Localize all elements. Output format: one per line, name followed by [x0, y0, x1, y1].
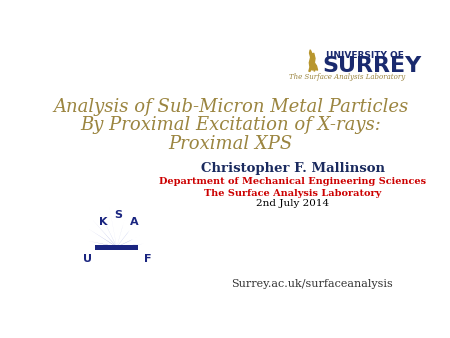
Polygon shape	[115, 233, 144, 248]
Text: S: S	[114, 210, 122, 220]
Text: Analysis of Sub-Micron Metal Particles: Analysis of Sub-Micron Metal Particles	[53, 98, 408, 116]
Polygon shape	[113, 244, 144, 247]
Text: SURREY: SURREY	[323, 56, 422, 76]
Polygon shape	[109, 204, 117, 250]
Text: Proximal XPS: Proximal XPS	[168, 135, 293, 153]
Text: A: A	[130, 217, 138, 227]
Polygon shape	[116, 208, 128, 249]
Text: Department of Mechanical Engineering Sciences: Department of Mechanical Engineering Sci…	[159, 177, 426, 186]
Polygon shape	[309, 50, 318, 71]
Text: U: U	[83, 254, 92, 264]
Polygon shape	[88, 228, 120, 249]
Text: K: K	[99, 217, 107, 227]
Text: 2nd July 2014: 2nd July 2014	[256, 199, 329, 208]
Text: By Proximal Excitation of X-rays:: By Proximal Excitation of X-rays:	[80, 116, 381, 134]
Text: The Surface Analysis Laboratory: The Surface Analysis Laboratory	[204, 189, 381, 197]
Text: F: F	[144, 254, 152, 264]
Text: Christopher F. Mallinson: Christopher F. Mallinson	[201, 162, 385, 175]
Polygon shape	[88, 241, 120, 248]
Polygon shape	[92, 219, 119, 249]
Bar	[95, 245, 139, 250]
Text: The Surface Analysis Laboratory: The Surface Analysis Laboratory	[289, 73, 405, 81]
Polygon shape	[99, 210, 118, 250]
Polygon shape	[116, 218, 138, 248]
Text: UNIVERSITY OF: UNIVERSITY OF	[326, 51, 404, 61]
Text: Surrey.ac.uk/surfaceanalysis: Surrey.ac.uk/surfaceanalysis	[231, 279, 393, 289]
